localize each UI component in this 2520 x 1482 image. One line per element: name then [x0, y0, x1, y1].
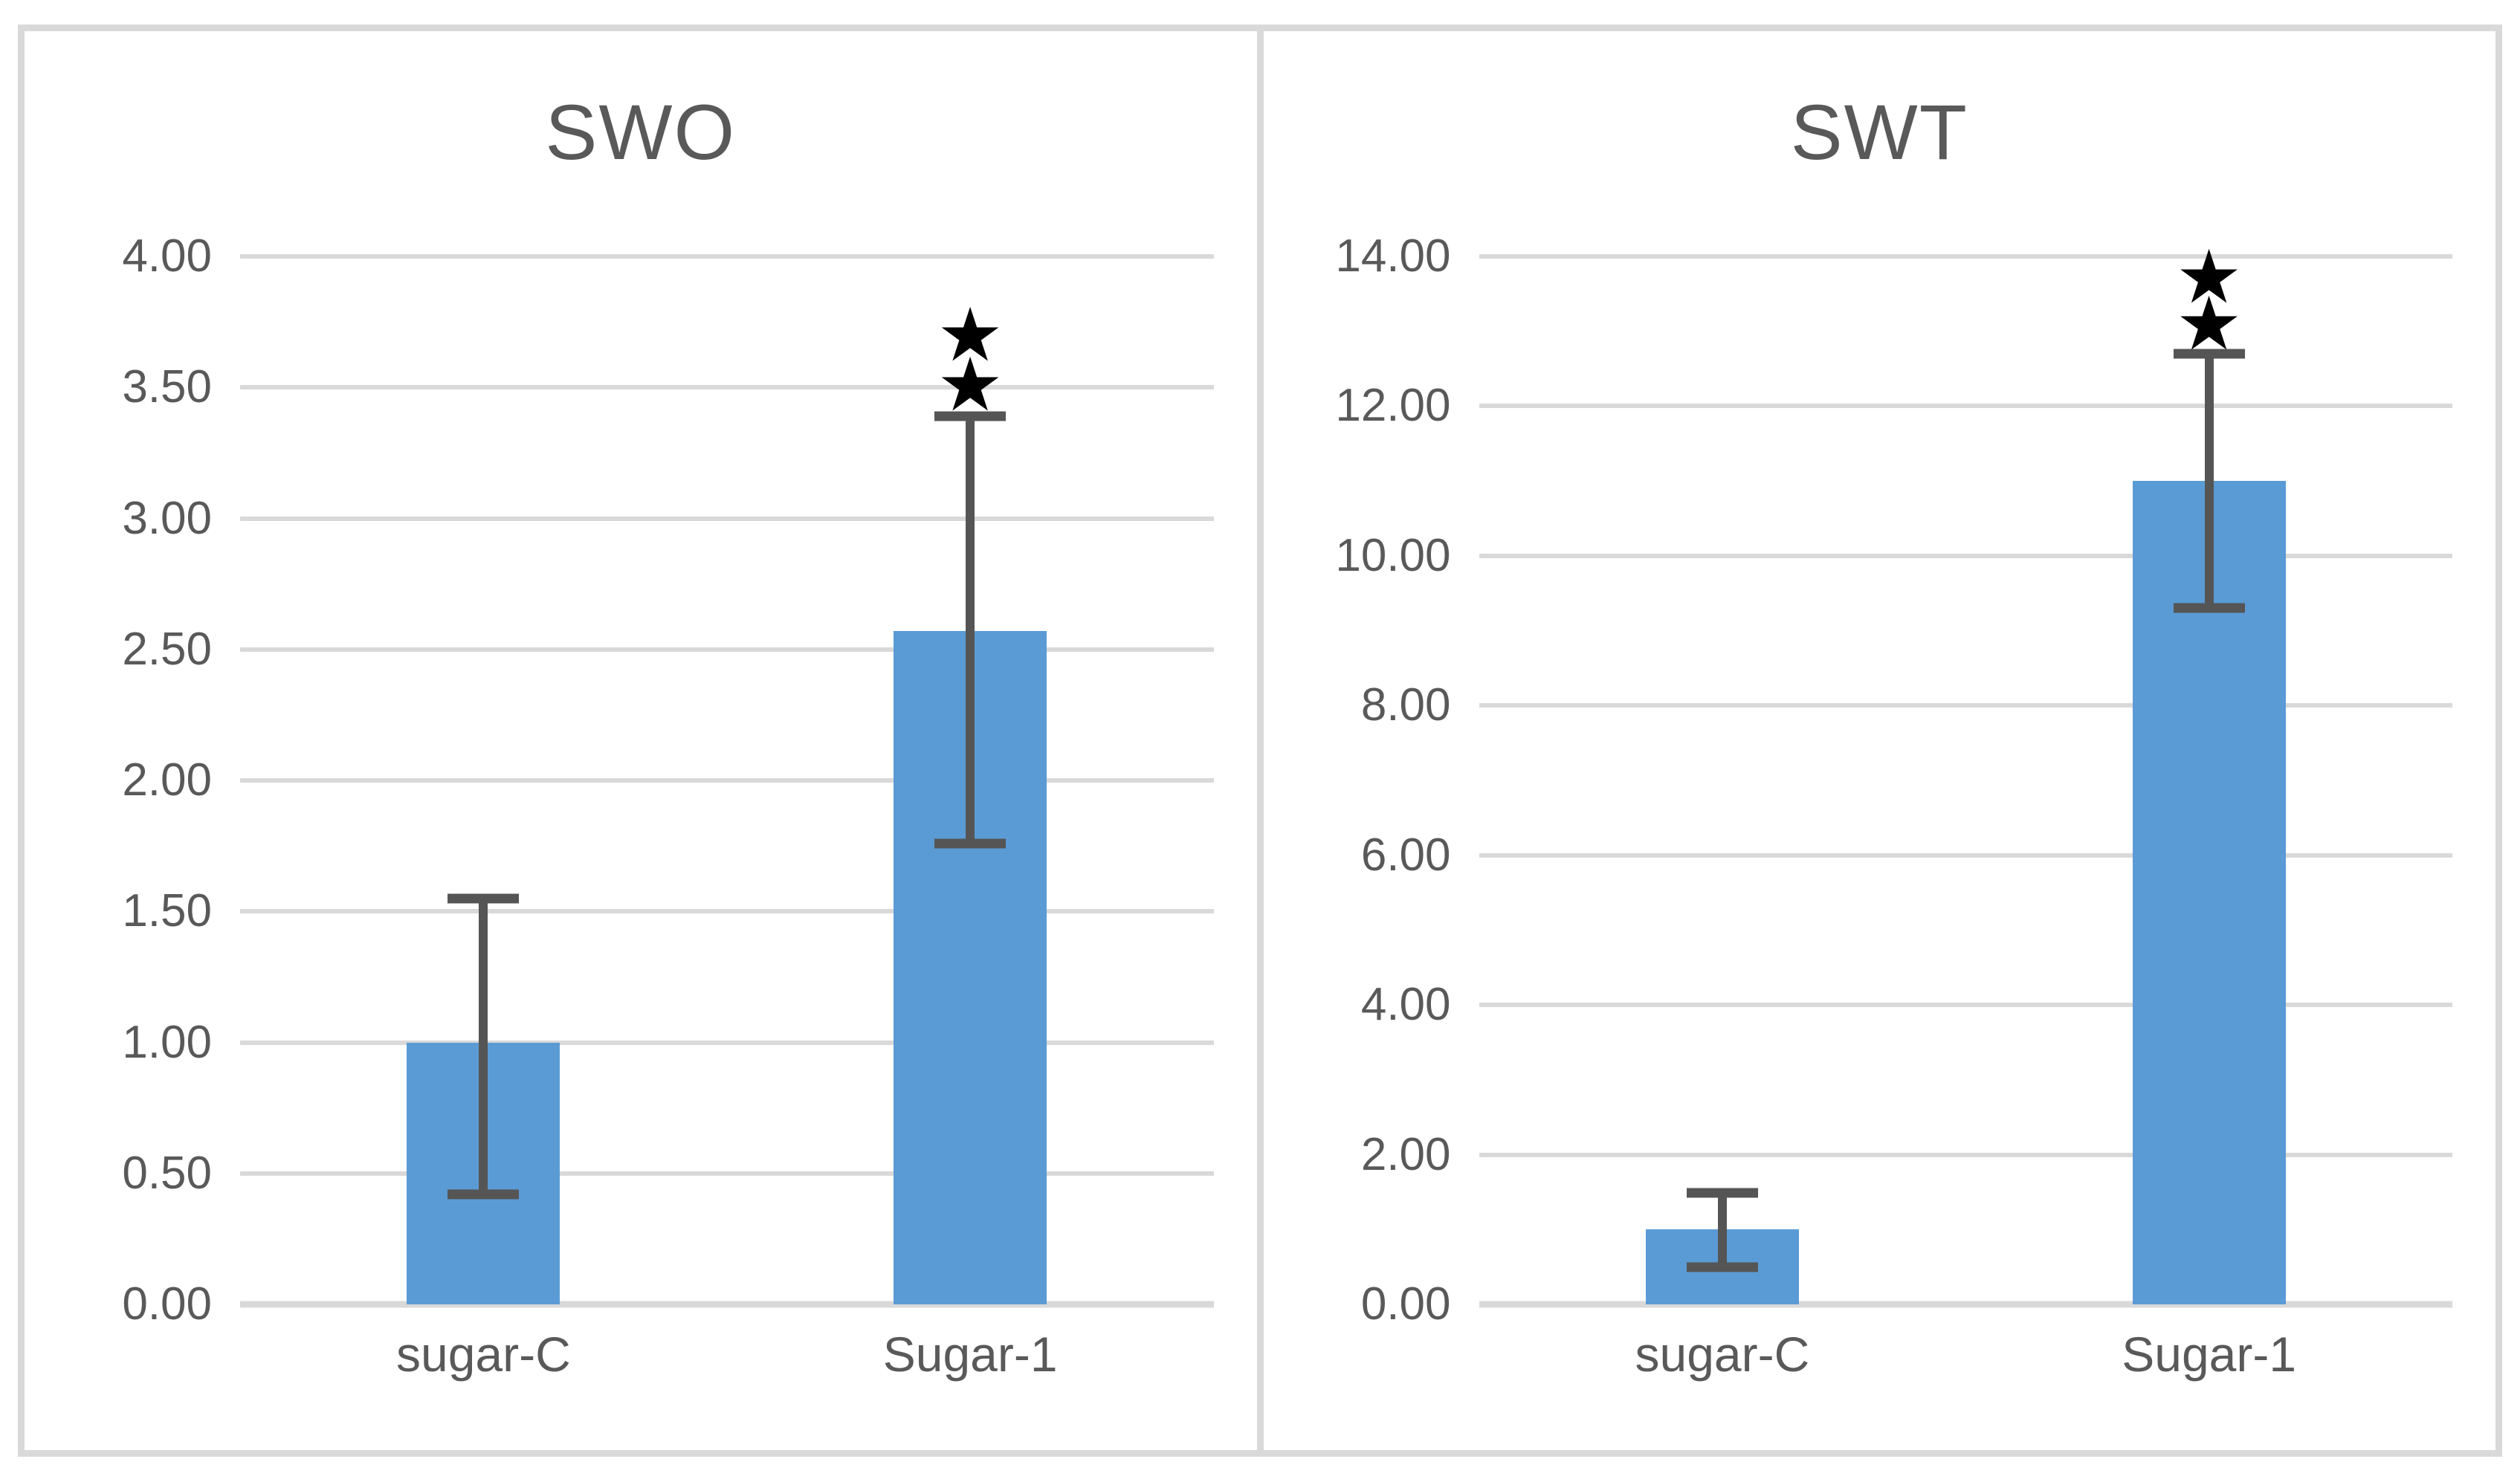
y-tick-label: 1.50: [122, 885, 212, 937]
error-bar-bottom-cap: [934, 838, 1007, 849]
bar-Sugar-1: [2132, 481, 2286, 1304]
x-tick-label-Sugar-1: Sugar-1: [2122, 1327, 2297, 1382]
gridline: [240, 647, 1214, 652]
gridline: [240, 1040, 1214, 1045]
y-tick-label: 4.00: [122, 230, 212, 282]
y-tick-label: 0.00: [122, 1278, 212, 1330]
gridline: [1479, 852, 2452, 858]
plot-area: ★ ★: [1479, 240, 2452, 1308]
x-axis: sugar-C Sugar-1: [240, 1323, 1214, 1385]
category-slot-sugar-C: [240, 256, 727, 1304]
y-tick-label: 12.00: [1335, 380, 1451, 432]
gridline: [1479, 254, 2452, 259]
category-slot-Sugar-1: ★ ★: [1965, 240, 2452, 1304]
error-bar-bottom-cap: [2173, 603, 2245, 613]
error-bar-stem: [966, 416, 975, 844]
y-tick-label: 8.00: [1360, 679, 1451, 731]
plot-area: ★ ★: [240, 254, 1214, 1308]
chart-title: SWO: [545, 89, 737, 176]
significance-star-icon: ★: [2175, 282, 2243, 366]
gridline: [240, 516, 1214, 521]
significance-star-icon: ★: [937, 343, 1004, 427]
y-axis: 14.00 12.00 10.00 8.00 6.00 4.00 2.00 0.00: [1264, 233, 1451, 1327]
y-tick-label: 0.00: [1360, 1278, 1451, 1330]
error-bar-sugar-C: [448, 893, 520, 1200]
category-slot-sugar-C: [1479, 256, 1966, 1304]
panel-divider: [1256, 31, 1264, 1450]
gridline: [240, 1171, 1214, 1176]
gridline: [240, 254, 1214, 259]
x-tick-label-sugar-C: sugar-C: [396, 1327, 571, 1382]
y-tick-label: 2.50: [122, 623, 212, 675]
y-tick-label: 3.00: [122, 492, 212, 544]
error-bar-bottom-cap: [1686, 1262, 1758, 1272]
y-tick-label: 10.00: [1335, 529, 1451, 581]
error-bar-top-cap: [1686, 1188, 1758, 1198]
error-bar-top-cap: [448, 893, 520, 904]
x-axis: sugar-C Sugar-1: [1479, 1323, 2453, 1385]
error-bar-top-cap: [934, 411, 1007, 421]
x-axis-baseline: [240, 1301, 1214, 1308]
y-tick-label: 4.00: [1360, 979, 1451, 1031]
gridline: [1479, 703, 2452, 708]
gridline: [240, 778, 1214, 783]
gridline: [1479, 1152, 2452, 1157]
y-tick-label: 2.00: [1360, 1128, 1451, 1180]
y-tick-label: 3.50: [122, 361, 212, 413]
y-tick-label: 6.00: [1360, 829, 1451, 881]
gridline: [240, 909, 1214, 914]
category-slot-Sugar-1: ★ ★: [727, 256, 1214, 1304]
error-bar-stem: [1717, 1192, 1727, 1267]
significance-star-icon: ★: [937, 293, 1004, 377]
chart-title: SWT: [1790, 89, 1968, 176]
gridline: [1479, 553, 2452, 558]
chart-swt: SWT 14.00 12.00 10.00 8.00 6.00 4.00 2.00 0.00 …: [1264, 31, 2496, 1450]
error-bar-bottom-cap: [448, 1189, 520, 1200]
significance-star-icon: ★: [2175, 236, 2243, 320]
figure-frame: SWO 4.00 3.50 3.00 2.50 2.00 1.50 1.00 0.50 0.00…: [18, 25, 2502, 1457]
y-tick-label: 1.00: [122, 1016, 212, 1068]
y-tick-label: 0.50: [122, 1147, 212, 1199]
error-bar-sugar-C: [1686, 1188, 1758, 1272]
error-bar-top-cap: [2173, 349, 2245, 359]
gridline: [240, 385, 1214, 390]
error-bar-stem: [479, 898, 488, 1194]
x-tick-label-sugar-C: sugar-C: [1635, 1327, 1810, 1382]
chart-swo: SWO 4.00 3.50 3.00 2.50 2.00 1.50 1.00 0.50 0.00…: [25, 31, 1257, 1450]
gridline: [1479, 1003, 2452, 1008]
y-axis: 4.00 3.50 3.00 2.50 2.00 1.50 1.00 0.50 0.00: [25, 233, 212, 1327]
gridline: [1479, 404, 2452, 409]
y-tick-label: 14.00: [1335, 230, 1451, 282]
x-tick-label-Sugar-1: Sugar-1: [882, 1327, 1058, 1382]
error-bar-Sugar-1: [934, 411, 1007, 849]
error-bar-stem: [2204, 353, 2214, 609]
error-bar-Sugar-1: [2173, 349, 2245, 613]
y-tick-label: 2.00: [122, 754, 212, 806]
x-axis-baseline: [1479, 1301, 2452, 1308]
